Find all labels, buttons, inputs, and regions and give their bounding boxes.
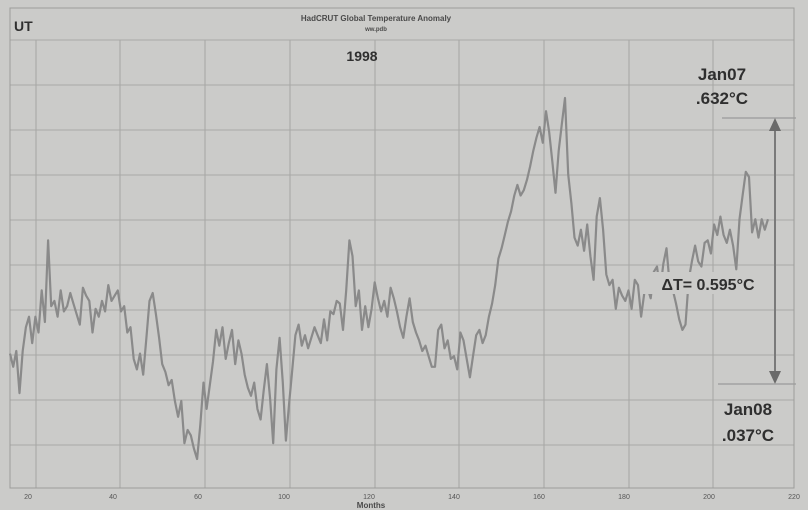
annotation-delta-t: ΔT= 0.595°C xyxy=(661,277,755,294)
annotation-jan07-label: Jan07 xyxy=(698,65,746,84)
x-tick-label: 160 xyxy=(533,494,545,501)
x-tick-label: 20 xyxy=(24,494,32,501)
annotation-jan07-value: .632°C xyxy=(696,89,748,108)
annotation-1998: 1998 xyxy=(346,48,377,64)
annotation-jan08-value: .037°C xyxy=(722,426,774,445)
chart-grid xyxy=(9,7,795,489)
x-axis-label: Months xyxy=(357,501,386,510)
delta-arrow-up-head xyxy=(769,118,781,131)
chart-subtitle: ww.pdb xyxy=(364,27,387,33)
x-tick-label: 100 xyxy=(278,494,290,501)
annotation-jan08-label: Jan08 xyxy=(724,400,772,419)
x-tick-label: 140 xyxy=(448,494,460,501)
plot-frame xyxy=(9,7,795,489)
x-tick-labels: 20 40 60 100 120 140 160 180 200 220 xyxy=(24,494,800,501)
series-line xyxy=(8,96,770,461)
x-tick-label: 120 xyxy=(363,494,375,501)
chart-title: HadCRUT Global Temperature Anomaly xyxy=(301,14,452,23)
x-tick-label: 60 xyxy=(194,494,202,501)
x-tick-label: 40 xyxy=(109,494,117,501)
x-tick-label: 200 xyxy=(703,494,715,501)
delta-arrow-down-head xyxy=(769,371,781,384)
delta-label-background xyxy=(640,272,772,294)
x-tick-label: 180 xyxy=(618,494,630,501)
corner-label: UT xyxy=(14,18,33,34)
x-tick-label: 220 xyxy=(788,494,800,501)
